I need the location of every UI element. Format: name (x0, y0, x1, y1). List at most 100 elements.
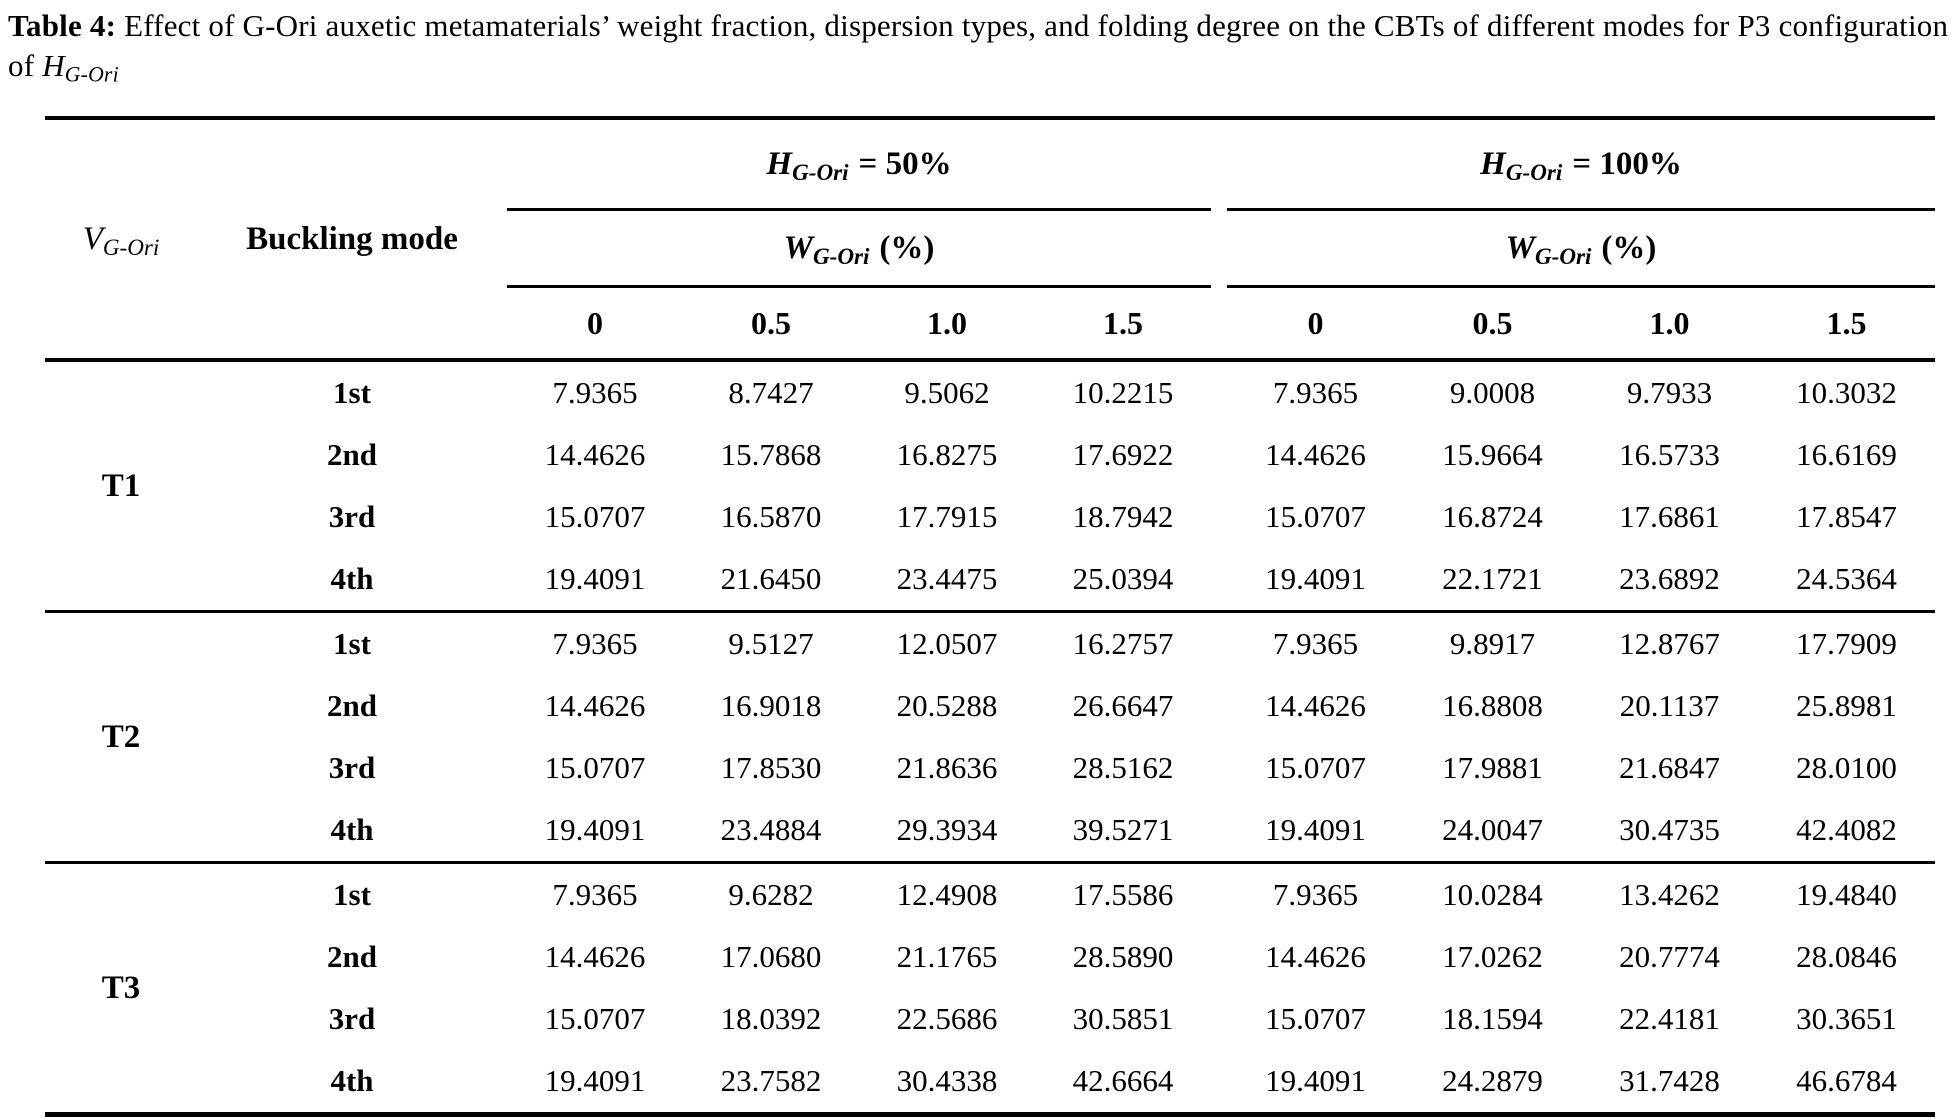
cbt-value: 10.0284 (1442, 877, 1543, 912)
cbt-value: 17.7915 (896, 499, 998, 534)
cbt-value: 14.4626 (544, 939, 646, 974)
table-caption: Table 4: Effect of G-Ori auxetic metamat… (8, 6, 1950, 86)
cbt-value: 17.0680 (720, 939, 822, 974)
caption-text: Effect of G-Ori auxetic metamaterials’ w… (8, 8, 1949, 83)
cbt-value: 28.0846 (1796, 939, 1897, 974)
cbt-value: 16.2757 (1072, 626, 1174, 661)
cbt-value: 17.0262 (1442, 939, 1543, 974)
cbt-value: 7.9365 (552, 877, 638, 912)
cbt-value: 19.4091 (507, 799, 683, 864)
cbt-value: 17.8530 (720, 750, 822, 785)
cbt-value: 9.0008 (1449, 375, 1536, 410)
gap-cell (1211, 737, 1227, 799)
caption-math-symbol: H (42, 48, 65, 83)
cbt-value: 19.4091 (1227, 548, 1404, 613)
cbt-value: 31.7428 (1581, 1050, 1758, 1117)
cbt-value: 25.8981 (1796, 688, 1897, 723)
block-t3: T3 1st 7.9365 9.6282 12.4908 17.5586 7.9365 10.… (45, 862, 1935, 1117)
cbt-value: 15.0707 (544, 499, 646, 534)
cbt-value: 9.8917 (1449, 626, 1536, 661)
buckling-mode-label: 3rd (328, 750, 376, 785)
cbt-value: 16.6169 (1796, 437, 1897, 472)
cbt-value: 12.0507 (896, 626, 998, 661)
cbt-value: 20.7774 (1619, 939, 1720, 974)
cbt-value: 14.4626 (1265, 939, 1366, 974)
dispersion-type-label: T3 (45, 862, 197, 1117)
cbt-value: 22.4181 (1619, 1001, 1720, 1036)
buckling-mode-label: 4th (197, 799, 507, 864)
cbt-value: 7.9365 (552, 375, 638, 410)
buckling-mode-label: 1st (333, 626, 371, 661)
buckling-mode-label: 4th (197, 1050, 507, 1117)
cbt-value: 14.4626 (544, 688, 646, 723)
cbt-value: 19.4091 (507, 548, 683, 613)
cbt-value: 15.7868 (720, 437, 822, 472)
cbt-value: 22.5686 (896, 1001, 998, 1036)
cbt-value: 25.0394 (1035, 548, 1211, 613)
gap-cell (1211, 424, 1227, 486)
cbt-value: 18.7942 (1072, 499, 1174, 534)
col-header-100-0: 0 (1227, 286, 1404, 362)
gap-cell (1211, 988, 1227, 1050)
header-buckling-mode: Buckling mode (197, 118, 507, 362)
buckling-mode-label: 3rd (328, 1001, 376, 1036)
gap-cell (1211, 548, 1227, 613)
cbt-value: 9.5127 (728, 626, 814, 661)
cbt-value: 28.5890 (1072, 939, 1174, 974)
buckling-mode-label: 1st (333, 877, 371, 912)
col-header-100-10: 1.0 (1581, 286, 1758, 362)
cbt-value: 9.5062 (904, 375, 990, 410)
cbt-value: 23.4884 (683, 799, 859, 864)
cbt-value: 17.8547 (1796, 499, 1897, 534)
gap-cell (1211, 926, 1227, 988)
cbt-value: 30.4338 (859, 1050, 1035, 1117)
cbt-value: 29.3934 (859, 799, 1035, 864)
cbt-value: 42.6664 (1035, 1050, 1211, 1117)
cbt-value: 16.5733 (1619, 437, 1720, 472)
cbt-value: 14.4626 (1265, 688, 1366, 723)
table-header: VG-Ori Buckling mode HG-Ori = 50% HG-Ori =… (45, 118, 1935, 362)
cbt-value: 16.8724 (1442, 499, 1543, 534)
cbt-value: 19.4091 (1227, 1050, 1404, 1117)
block-t2: T2 1st 7.9365 9.5127 12.0507 16.2757 7.9365 9.8… (45, 611, 1935, 864)
cbt-value: 15.0707 (1265, 499, 1366, 534)
caption-math-subscript: G-Ori (64, 62, 119, 87)
cbt-value: 21.6450 (683, 548, 859, 613)
cbt-value: 14.4626 (1265, 437, 1366, 472)
cbt-value: 15.0707 (544, 750, 646, 785)
buckling-mode-label: 2nd (327, 437, 377, 472)
cbt-value: 7.9365 (1272, 626, 1359, 661)
cbt-value: 10.3032 (1796, 375, 1897, 410)
gap-cell (1211, 799, 1227, 864)
cbt-value: 7.9365 (1272, 877, 1359, 912)
cbt-value: 17.5586 (1072, 877, 1174, 912)
cbt-value: 30.3651 (1796, 1001, 1897, 1036)
cbt-value: 19.4091 (1227, 799, 1404, 864)
cbt-value: 15.9664 (1442, 437, 1543, 472)
cbt-value: 7.9365 (552, 626, 638, 661)
table-row: T2 1st 7.9365 9.5127 12.0507 16.2757 7.9365 9.8… (45, 611, 1935, 864)
cbt-value: 17.6861 (1619, 499, 1720, 534)
header-w-gori-100: WG-Ori (%) (1227, 209, 1935, 288)
cbt-value: 21.8636 (896, 750, 998, 785)
header-w-gori-50: WG-Ori (%) (507, 209, 1211, 288)
dispersion-type-label: T1 (45, 360, 197, 613)
cbt-value: 22.1721 (1404, 548, 1581, 613)
cbt-value: 39.5271 (1035, 799, 1211, 864)
cbt-value: 21.1765 (896, 939, 998, 974)
gap-cell (1211, 612, 1227, 676)
header-group-h50: HG-Ori = 50% (507, 118, 1211, 211)
cbt-value: 9.6282 (728, 877, 814, 912)
gap-cell (1211, 486, 1227, 548)
gap-cell (1211, 863, 1227, 927)
table-row: 3rd 15.0707 16.5870 17.7915 18.7942 15.0707 16… (45, 486, 1935, 548)
col-header-50-15: 1.5 (1035, 286, 1211, 362)
header-gap-cell (1211, 286, 1227, 362)
cbt-value: 42.4082 (1758, 799, 1935, 864)
table-row: T3 1st 7.9365 9.6282 12.4908 17.5586 7.9365 10.… (45, 862, 1935, 1117)
cbt-value: 12.8767 (1619, 626, 1720, 661)
table-row: 4th 19.4091 21.6450 23.4475 25.0394 19.4091 22… (45, 548, 1935, 613)
col-header-50-05: 0.5 (683, 286, 859, 362)
table-row: 2nd 14.4626 16.9018 20.5288 26.6647 14.4626 16… (45, 675, 1935, 737)
col-header-50-10: 1.0 (859, 286, 1035, 362)
